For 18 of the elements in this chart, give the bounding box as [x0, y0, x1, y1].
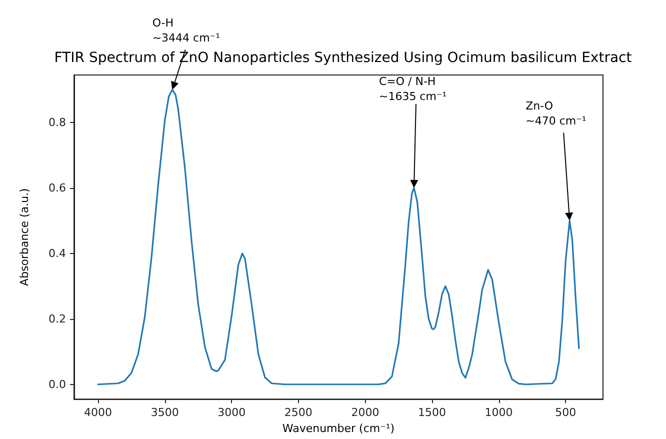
- x-tick-label: 3500: [150, 406, 179, 420]
- y-axis-title: Absorbance (a.u.): [18, 188, 31, 286]
- x-tick-label: 2000: [351, 406, 380, 420]
- y-tick-label: 0.6: [48, 181, 66, 194]
- annotation: C=O / N-H ~1635 cm⁻¹: [378, 74, 447, 103]
- x-tick-label: 1000: [484, 406, 513, 420]
- x-tick-label: 4000: [84, 406, 112, 420]
- x-axis-title: Wavenumber (cm⁻¹): [282, 422, 395, 435]
- y-tick-label: 0.0: [48, 378, 66, 391]
- y-tick-label: 0.4: [48, 246, 66, 260]
- x-tick-label: 500: [555, 406, 576, 420]
- y-tick-label: 0.8: [48, 116, 66, 129]
- x-tick-label: 2500: [284, 406, 312, 420]
- y-tick-label: 0.2: [48, 312, 66, 326]
- x-tick-label: 1500: [418, 406, 446, 420]
- x-tick-label: 3000: [218, 406, 246, 420]
- annotation: O-H ~3444 cm⁻¹: [152, 16, 220, 45]
- annotation: Zn-O ~470 cm⁻¹: [526, 100, 586, 128]
